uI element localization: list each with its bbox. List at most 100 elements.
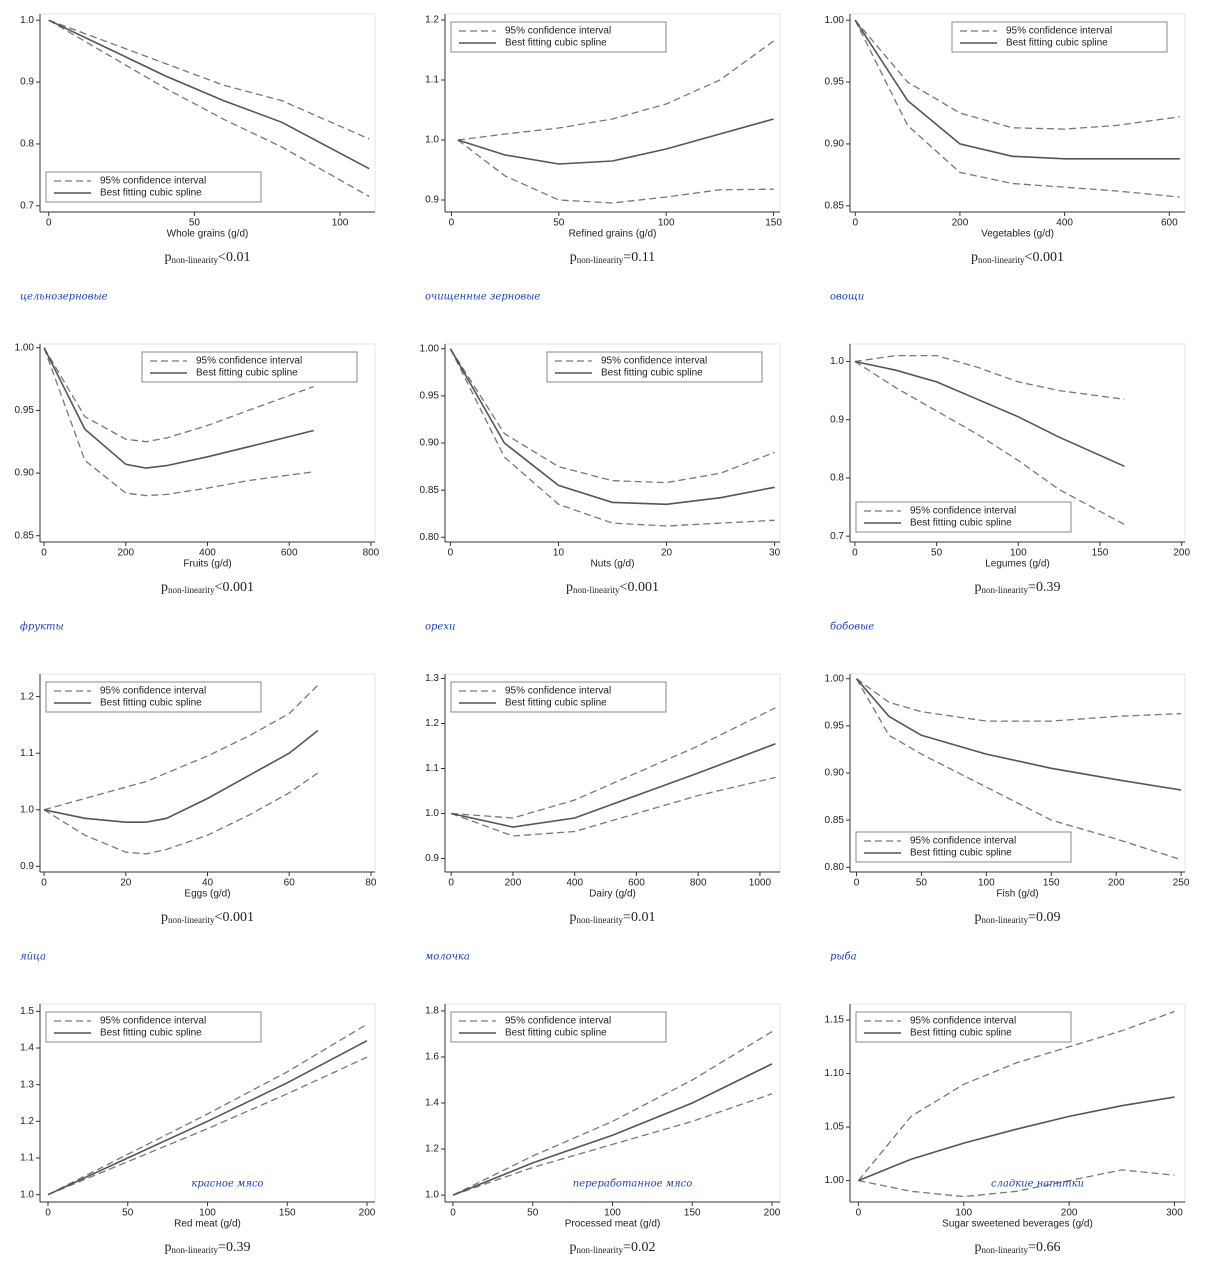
x-tick-label: 200 [1061, 1208, 1078, 1219]
ci-lower-line [48, 19, 370, 198]
legend-label: 95% confidence interval [910, 1016, 1016, 1027]
y-tick-label: 1.0 [830, 356, 844, 367]
x-tick-label: 0 [46, 218, 52, 229]
legend-label: 95% confidence interval [910, 836, 1016, 847]
x-tick-label: 200 [359, 1208, 376, 1219]
x-axis-label: Sugar sweetened beverages (g/d) [942, 1219, 1093, 1230]
ci-upper-line [43, 684, 319, 811]
spline-line [854, 360, 1125, 468]
x-tick-label: 200 [1108, 878, 1125, 889]
y-tick-label: 1.0 [425, 808, 439, 819]
x-tick-label: 150 [279, 1208, 296, 1219]
ci-upper-line [47, 1023, 368, 1196]
ci-upper-line [48, 19, 370, 140]
y-tick-label: 0.80 [825, 862, 845, 873]
x-tick-label: 150 [1092, 548, 1109, 559]
y-tick-label: 0.90 [825, 139, 845, 150]
p-symbol: p [971, 250, 978, 265]
x-axis-label: Fish (g/d) [996, 889, 1038, 900]
ci-upper-line [856, 678, 1182, 722]
handwritten-label: рыба [830, 952, 857, 963]
y-tick-label: 0.85 [825, 815, 845, 826]
x-axis-label: Dairy (g/d) [589, 889, 636, 900]
legend-box [450, 21, 667, 53]
y-tick-label: 1.0 [20, 15, 34, 26]
x-tick-label: 200 [117, 548, 134, 559]
x-axis-label: Whole grains (g/d) [167, 229, 249, 240]
x-tick-label: 100 [658, 218, 675, 229]
y-tick-label: 0.95 [825, 77, 845, 88]
handwritten-label: орехи [425, 622, 455, 633]
x-tick-label: 600 [1161, 218, 1178, 229]
x-tick-label: 200 [952, 218, 969, 229]
legend-label: 95% confidence interval [100, 176, 206, 187]
ci-upper-line [452, 1031, 773, 1196]
legend-box [951, 21, 1168, 53]
p-subscript: non-linearity [573, 585, 620, 595]
x-tick-label: 0 [448, 878, 454, 889]
legend-label: 95% confidence interval [505, 1016, 611, 1027]
ci-lower-line [457, 139, 774, 204]
y-tick-label: 0.7 [830, 531, 844, 542]
ci-upper-line [43, 347, 314, 443]
y-tick-label: 1.00 [825, 673, 845, 684]
y-tick-label: 0.95 [15, 405, 35, 416]
handwritten-label: фрукты [20, 622, 64, 633]
spline-line [452, 1063, 773, 1196]
legend-label: 95% confidence interval [910, 506, 1016, 517]
legend-label: Best fitting cubic spline [1006, 38, 1108, 49]
x-tick-label: 50 [122, 1208, 134, 1219]
y-tick-label: 1.2 [20, 691, 34, 702]
legend-label: 95% confidence interval [505, 26, 611, 37]
legend-label: Best fitting cubic spline [100, 1028, 202, 1039]
y-tick-label: 1.2 [425, 718, 439, 729]
legend-box [450, 681, 667, 713]
y-tick-label: 0.8 [830, 473, 844, 484]
p-text: =0.39 [218, 1240, 250, 1255]
p-text: =0.09 [1028, 910, 1060, 925]
y-tick-label: 1.00 [825, 1175, 845, 1186]
legend-box [855, 1011, 1072, 1043]
y-tick-label: 0.9 [20, 861, 34, 872]
legend-label: 95% confidence interval [196, 356, 302, 367]
y-tick-label: 1.6 [425, 1052, 439, 1063]
y-tick-label: 1.3 [20, 1079, 34, 1090]
y-tick-label: 1.1 [425, 763, 439, 774]
p-value: pnon-linearity=0.11 [570, 250, 655, 265]
spline-line [858, 1096, 1175, 1182]
handwritten-label: переработанное мясо [573, 1179, 692, 1190]
p-subscript: non-linearity [172, 255, 219, 265]
legend-label: 95% confidence interval [505, 686, 611, 697]
handwritten-label: цельнозерновые [20, 292, 108, 303]
x-axis-label: Vegetables (g/d) [981, 229, 1054, 240]
ci-lower-line [452, 1093, 773, 1196]
ci-lower-line [449, 348, 775, 527]
ci-lower-line [43, 772, 319, 855]
spline-line [855, 678, 1182, 791]
handwritten-label: очищенные зерновые [425, 292, 540, 303]
x-axis-label: Fruits (g/d) [183, 559, 231, 570]
handwritten-label: красное мясо [191, 1179, 263, 1190]
x-tick-label: 50 [553, 218, 565, 229]
legend-label: 95% confidence interval [601, 356, 707, 367]
x-tick-label: 400 [199, 548, 216, 559]
y-tick-label: 1.3 [425, 673, 439, 684]
legend-box [45, 171, 262, 203]
y-tick-label: 0.80 [420, 532, 440, 543]
legend-label: Best fitting cubic spline [910, 518, 1012, 529]
x-tick-label: 0 [449, 218, 455, 229]
p-subscript: non-linearity [577, 915, 624, 925]
p-symbol: p [566, 580, 573, 595]
y-tick-label: 0.90 [825, 768, 845, 779]
p-symbol: p [570, 250, 577, 265]
x-tick-label: 40 [202, 878, 214, 889]
x-tick-label: 100 [332, 218, 349, 229]
y-tick-label: 1.00 [15, 342, 35, 353]
legend-box [546, 351, 763, 383]
y-tick-label: 0.9 [20, 77, 34, 88]
legend-box [450, 1011, 667, 1043]
x-axis-label: Processed meat (g/d) [565, 1219, 661, 1230]
p-value: pnon-linearity<0.001 [971, 250, 1064, 265]
x-tick-label: 100 [978, 878, 995, 889]
